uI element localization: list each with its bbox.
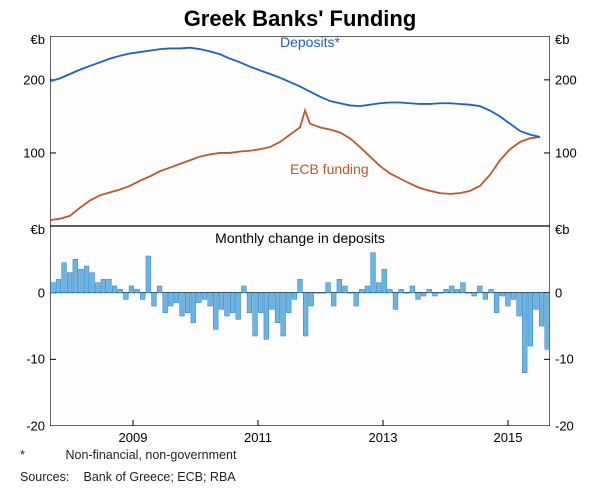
ytick-bot-right: 0: [555, 285, 562, 300]
chart-title: Greek Banks' Funding: [0, 0, 600, 32]
plot-area: €b €b €b €b 100100200200Deposits*ECB fun…: [50, 36, 550, 426]
ytick-bot-right: -10: [555, 352, 574, 367]
series-label: Deposits*: [280, 34, 340, 50]
footnote-text: Non-financial, non-government: [65, 448, 236, 462]
ytick-top-left: 100: [23, 145, 45, 160]
ytick-bot-right: -20: [555, 419, 574, 434]
sources-text: Bank of Greece; ECB; RBA: [83, 470, 235, 484]
x-tick: 2013: [369, 430, 398, 445]
top-panel: €b €b: [50, 36, 550, 226]
ytick-bot-left: -20: [26, 419, 45, 434]
y-unit-right-top: €b: [555, 32, 569, 47]
y-unit-left-bottom: €b: [31, 222, 45, 237]
ytick-bot-left: -10: [26, 352, 45, 367]
ytick-top-left: 200: [23, 72, 45, 87]
x-tick: 2011: [244, 430, 272, 445]
bottom-panel-title: Monthly change in deposits: [215, 230, 385, 246]
chart-container: Greek Banks' Funding €b €b €b €b 1001002…: [0, 0, 600, 502]
series-label: ECB funding: [290, 161, 369, 177]
bottom-panel: €b €b: [50, 226, 550, 426]
sources-label: Sources:: [20, 470, 80, 484]
ytick-top-right: 200: [555, 72, 577, 87]
ytick-top-right: 100: [555, 145, 577, 160]
footnote-marker: *: [20, 448, 62, 462]
y-unit-left-top: €b: [31, 32, 45, 47]
footnote: * Non-financial, non-government: [20, 448, 236, 462]
sources: Sources: Bank of Greece; ECB; RBA: [20, 470, 236, 484]
x-tick: 2009: [119, 430, 148, 445]
x-tick: 2015: [494, 430, 523, 445]
ytick-bot-left: 0: [38, 285, 45, 300]
y-unit-right-bottom: €b: [555, 222, 569, 237]
